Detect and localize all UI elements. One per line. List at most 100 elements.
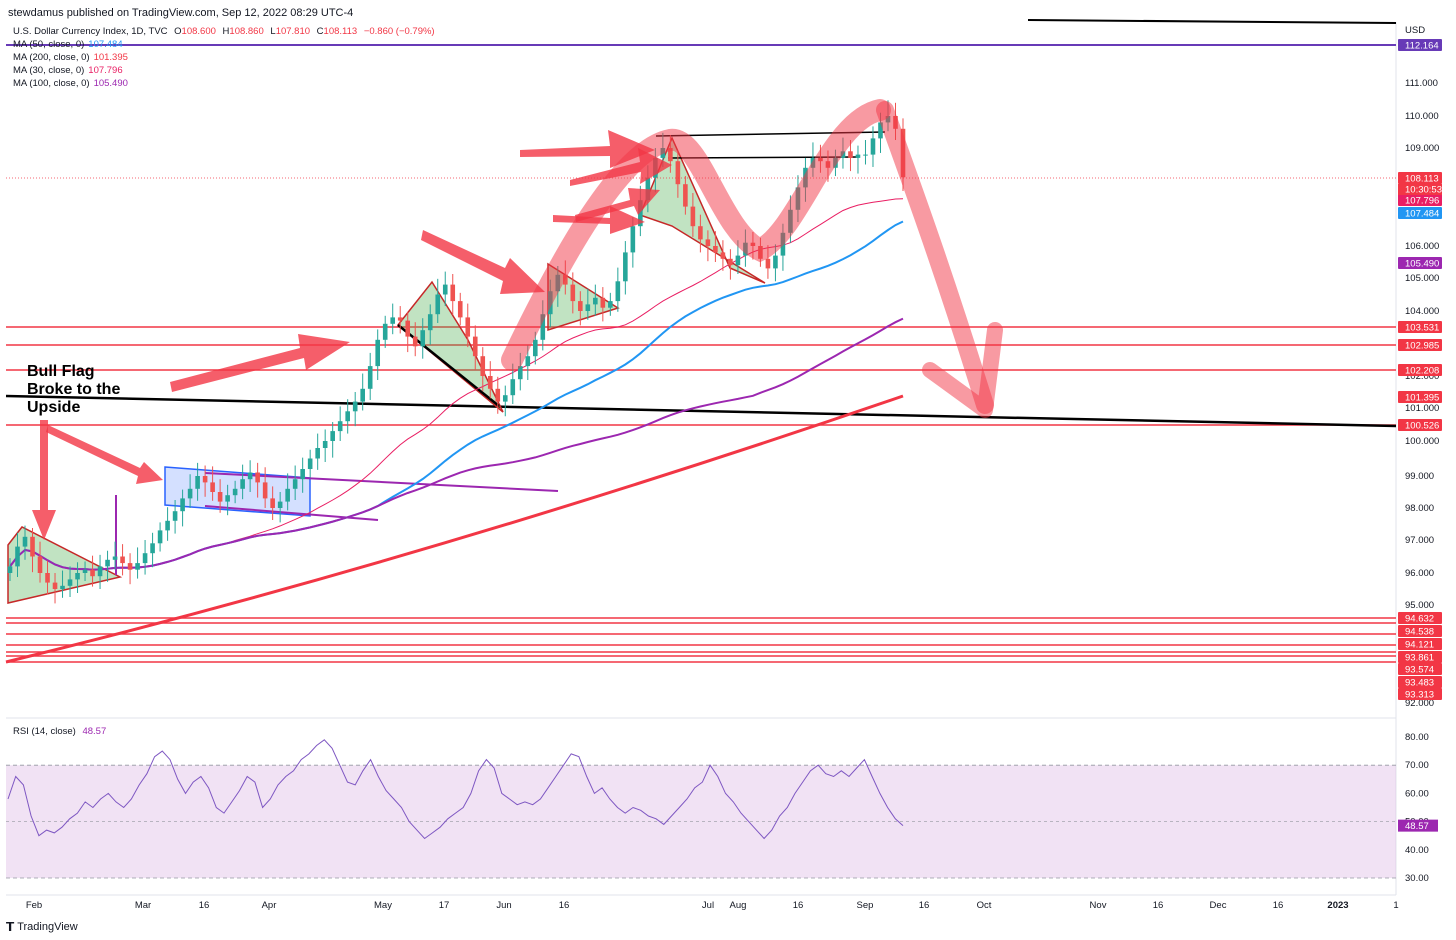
price-label-bg-5 [1398,321,1442,333]
candle-70 [532,339,538,357]
candle-34 [262,482,268,499]
candle-114 [863,154,868,156]
candle-20 [157,530,163,544]
candle-61 [465,317,471,337]
currency-label: USD [1405,25,1425,36]
price-label-bg-4 [1398,257,1442,269]
candle-77 [585,304,591,311]
bull-flag-annotation: Bull Flag Broke to the Upside [27,363,121,416]
candle-17 [135,563,140,570]
price-label-bg-1 [1398,172,1442,184]
candle-85 [645,177,651,201]
legend-ma100[interactable]: MA (100, close, 0) 105.490 [13,78,128,89]
tradingview-branding[interactable]: 𝗧 TradingView [6,920,78,934]
rsi-legend[interactable]: RSI (14, close) 48.57 [13,726,107,737]
projection-arrow-head [922,322,1003,418]
candle-37 [285,488,290,502]
candle-50 [382,323,388,340]
price-label-7: 102.208 [1405,366,1439,377]
candle-89 [675,161,681,185]
candle-83 [630,226,636,253]
price-label-2: 107.796 [1405,196,1439,207]
countdown-label: 10:30:53 [1405,185,1442,196]
candle-13 [105,559,110,567]
candle-19 [150,543,155,554]
high-value: 108.860 [229,26,264,37]
purple-flag-line-1 [204,472,559,492]
legend-ma30[interactable]: MA (30, close, 0) 107.796 [13,65,123,76]
candle-112 [848,151,853,158]
rsi-tick-2: 60.00 [1405,788,1429,799]
change-value: −0.860 (−0.79%) [363,26,435,37]
legend-ma200[interactable]: MA (200, close, 0) 101.395 [13,52,128,63]
candle-79 [600,297,606,308]
y-tick-13: 95.000 [1405,600,1434,611]
rsi-tick-1: 70.00 [1405,760,1429,771]
price-label-bg-13 [1398,651,1442,663]
x-tick-17: 16 [1273,900,1284,911]
price-label-16: 93.313 [1405,690,1434,701]
price-label-14: 93.574 [1405,665,1434,676]
tradingview-logo-icon: 𝗧 [6,920,15,934]
candle-29 [225,495,230,502]
candle-92 [698,226,703,240]
candle-24 [187,488,193,499]
candle-2 [22,536,28,547]
y-tick-0: 111.000 [1405,78,1438,89]
projection-path-up [501,99,891,371]
candle-23 [180,498,185,512]
x-tick-4: May [374,900,392,911]
candle-28 [217,492,223,502]
candle-56 [427,314,433,331]
candle-5 [45,573,50,583]
price-label-9: 100.526 [1405,421,1439,432]
candle-97 [735,255,741,266]
candle-52 [397,317,403,321]
x-tick-18: 2023 [1327,900,1348,911]
price-label-bg-3 [1398,207,1442,219]
price-label-10: 94.632 [1405,614,1434,625]
black-trendline-support [5,394,1397,428]
candle-40 [307,458,313,469]
candle-58 [442,284,448,295]
price-label-12: 94.121 [1405,640,1434,651]
candle-101 [765,258,771,269]
x-tick-16: Dec [1210,900,1227,911]
y-tick-1: 110.000 [1405,111,1439,122]
trend-lines [5,19,1397,428]
x-tick-9: Aug [730,900,747,911]
price-label-bg-10 [1398,612,1442,624]
price-label-6: 102.985 [1405,341,1439,352]
y-tick-14: 92.000 [1405,698,1434,709]
candle-48 [367,366,373,389]
arrow-bull-flag-down [32,420,56,540]
rsi-value-label-bg [1398,819,1438,832]
y-tick-10: 98.000 [1405,503,1434,514]
close-value: 108.113 [323,26,358,37]
price-label-bg-9 [1398,419,1442,431]
time-axis: Feb Mar 16 Apr May 17 Jun 16 Jul Aug 16 Sep 16 Oct Nov… [26,900,1399,911]
candle-0 [7,566,13,573]
candle-39 [300,469,305,480]
candle-32 [247,472,253,480]
candle-62 [472,336,478,357]
horizontal-levels [6,326,1396,663]
annotation-arrows [32,99,1003,540]
symbol-legend[interactable]: U.S. Dollar Currency Index, 1D, TVC O108… [13,26,435,37]
price-label-13: 93.861 [1405,653,1434,664]
candle-63 [480,356,486,376]
candle-30 [232,488,238,496]
price-label-0: 112.164 [1405,41,1439,52]
price-label-bg-15 [1398,676,1442,688]
rsi-pane [6,739,1396,879]
candle-11 [90,569,95,577]
candle-33 [255,472,260,483]
candle-64 [487,376,493,389]
candle-69 [525,356,531,367]
legend-ma50[interactable]: MA (50, close, 0) 107.484 [13,39,123,50]
x-tick-1: Mar [135,900,151,911]
rsi-value-label: 48.57 [1405,821,1429,832]
x-tick-19: 1 [1393,900,1398,911]
